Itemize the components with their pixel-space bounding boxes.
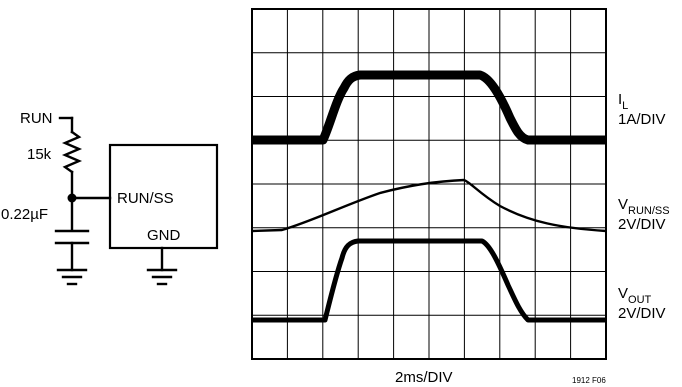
- time-scale-label: 2ms/DIV: [395, 369, 453, 386]
- resistor-symbol: [61, 130, 83, 174]
- inductor-current-trace: [252, 70, 606, 145]
- ic-ground-symbol: [146, 268, 178, 286]
- pin-runss-label: RUN/SS: [117, 190, 174, 207]
- capacitor-ground-symbol: [56, 268, 88, 286]
- scope-display: [251, 8, 607, 360]
- channel-label-vout: VOUT 2V/DIV: [618, 285, 666, 322]
- resistor-label: 15k: [27, 146, 52, 163]
- channel-label-vrunss: VRUN/SS 2V/DIV: [618, 196, 670, 233]
- svg-text:IL: IL: [618, 91, 628, 112]
- vrunss-name-main: V: [618, 196, 628, 213]
- scope-traces: [251, 70, 607, 323]
- vout-name-main: V: [618, 285, 628, 302]
- il-name-main: I: [618, 91, 622, 108]
- il-scale: 1A/DIV: [618, 111, 666, 128]
- vrunss-scale: 2V/DIV: [618, 216, 666, 233]
- vout-scale: 2V/DIV: [618, 305, 666, 322]
- junction-dot: [67, 193, 77, 203]
- output-voltage-trace: [252, 238, 606, 323]
- run-ss-voltage-trace: [251, 178, 607, 233]
- il-name-sub: L: [622, 100, 628, 112]
- svg-text:VRUN/SS: VRUN/SS: [618, 196, 670, 217]
- ic-box: [108, 143, 219, 250]
- capacitor-label: 0.22µF: [1, 206, 48, 223]
- pin-gnd-label: GND: [147, 227, 181, 244]
- figure-id: 1912 F06: [572, 376, 606, 385]
- vrunss-name-sub: RUN/SS: [628, 205, 670, 217]
- schematic: [54, 116, 219, 286]
- vout-name-sub: OUT: [628, 294, 652, 306]
- channel-label-il: IL 1A/DIV: [618, 91, 666, 128]
- run-label: RUN: [20, 110, 53, 127]
- svg-text:VOUT: VOUT: [618, 285, 652, 306]
